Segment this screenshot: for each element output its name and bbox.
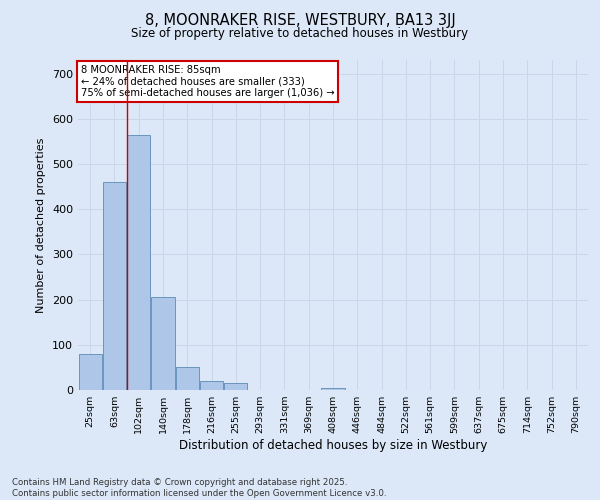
Text: Contains HM Land Registry data © Crown copyright and database right 2025.
Contai: Contains HM Land Registry data © Crown c… [12, 478, 386, 498]
Bar [79, 354, 101, 390]
X-axis label: Distribution of detached houses by size in Westbury: Distribution of detached houses by size … [179, 439, 487, 452]
Text: 8 MOONRAKER RISE: 85sqm
← 24% of detached houses are smaller (333)
75% of semi-d: 8 MOONRAKER RISE: 85sqm ← 24% of detache… [80, 65, 334, 98]
Bar [224, 383, 247, 390]
Bar [127, 134, 150, 390]
Bar [103, 182, 126, 390]
Bar [151, 298, 175, 390]
Text: Size of property relative to detached houses in Westbury: Size of property relative to detached ho… [131, 28, 469, 40]
Text: 8, MOONRAKER RISE, WESTBURY, BA13 3JJ: 8, MOONRAKER RISE, WESTBURY, BA13 3JJ [145, 12, 455, 28]
Y-axis label: Number of detached properties: Number of detached properties [37, 138, 46, 312]
Bar [322, 388, 344, 390]
Bar [176, 368, 199, 390]
Bar [200, 381, 223, 390]
